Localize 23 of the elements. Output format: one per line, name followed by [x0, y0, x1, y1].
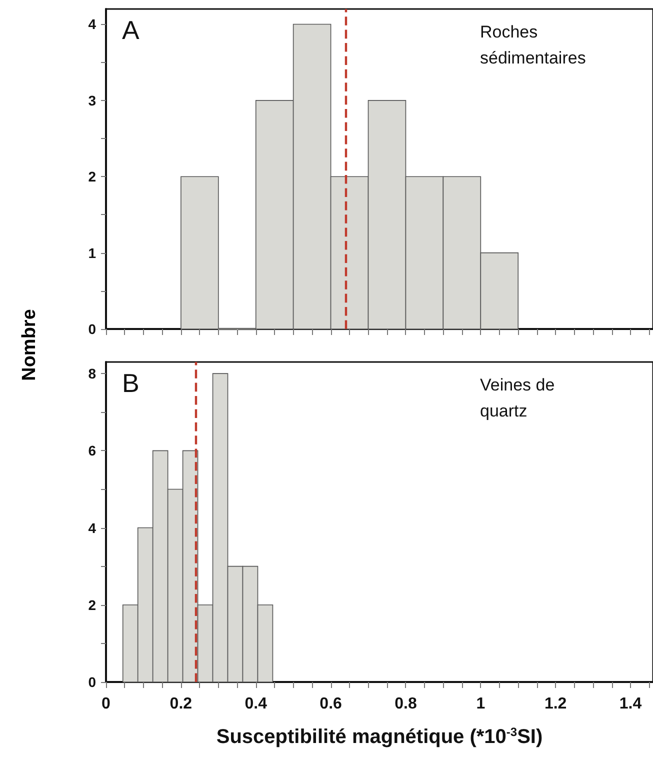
y-tick-label: 4: [88, 16, 96, 32]
x-tick-label: 0.8: [394, 696, 417, 712]
annotation: A: [122, 15, 140, 45]
y-tick-label: 6: [88, 442, 96, 459]
annotation: Roches sédimentaires: [480, 22, 586, 68]
x-tick-label: 0: [102, 696, 111, 712]
x-tick-label: 1.2: [544, 696, 567, 712]
x-tick-label: 1.4: [619, 696, 642, 712]
annotation: B: [122, 368, 140, 398]
y-tick-label: 1: [88, 244, 96, 261]
y-tick-label: 2: [88, 596, 96, 613]
y-tick-label: 0: [88, 674, 96, 690]
x-tick-label: 0.6: [320, 696, 342, 712]
y-axis-title: Nombre: [19, 309, 41, 381]
y-tick-label: 3: [88, 92, 96, 108]
y-tick-label: 2: [88, 168, 96, 185]
annotation: Veines de quartz: [480, 376, 555, 420]
y-tick-label: 8: [88, 366, 96, 382]
x-tick-label: 1: [476, 696, 486, 712]
x-tick-label: 0.4: [244, 696, 268, 712]
x-tick-label: 0.2: [170, 696, 192, 712]
y-tick-label: 4: [88, 520, 96, 536]
y-tick-label: 0: [88, 321, 96, 337]
